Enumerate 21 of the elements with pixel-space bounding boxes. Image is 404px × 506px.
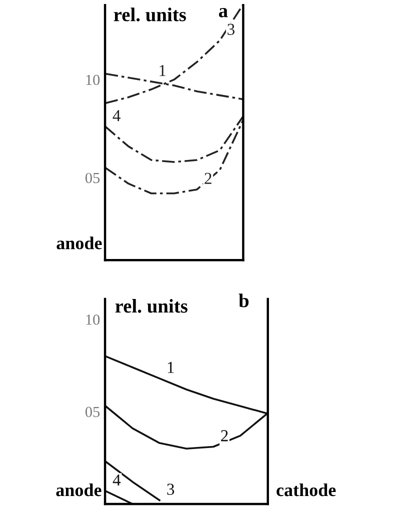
text: cathode (276, 483, 336, 496)
text: anode (56, 483, 102, 496)
series-label: 3 (167, 484, 174, 495)
y-tick-label: 05 (85, 406, 100, 418)
y-tick-label: 10 (86, 74, 100, 86)
series-label: 1 (168, 362, 174, 373)
y-tick-label: 10 (86, 314, 100, 325)
y-tick-label: 05 (85, 172, 100, 184)
series-label: 4 (112, 474, 121, 486)
text: anode (56, 236, 102, 250)
series-label: 1 (160, 65, 166, 76)
chart-title: a (218, 8, 228, 18)
line-series (105, 120, 244, 194)
series-label: 3 (228, 24, 234, 35)
y-axis-title: rel. units (115, 299, 188, 313)
line-series (105, 5, 244, 104)
chart-title: b (238, 294, 249, 308)
series-label: 2 (204, 172, 212, 184)
series-label: 4 (112, 110, 121, 122)
series-label: 2 (221, 430, 228, 442)
y-axis-title: rel. units (114, 8, 186, 22)
